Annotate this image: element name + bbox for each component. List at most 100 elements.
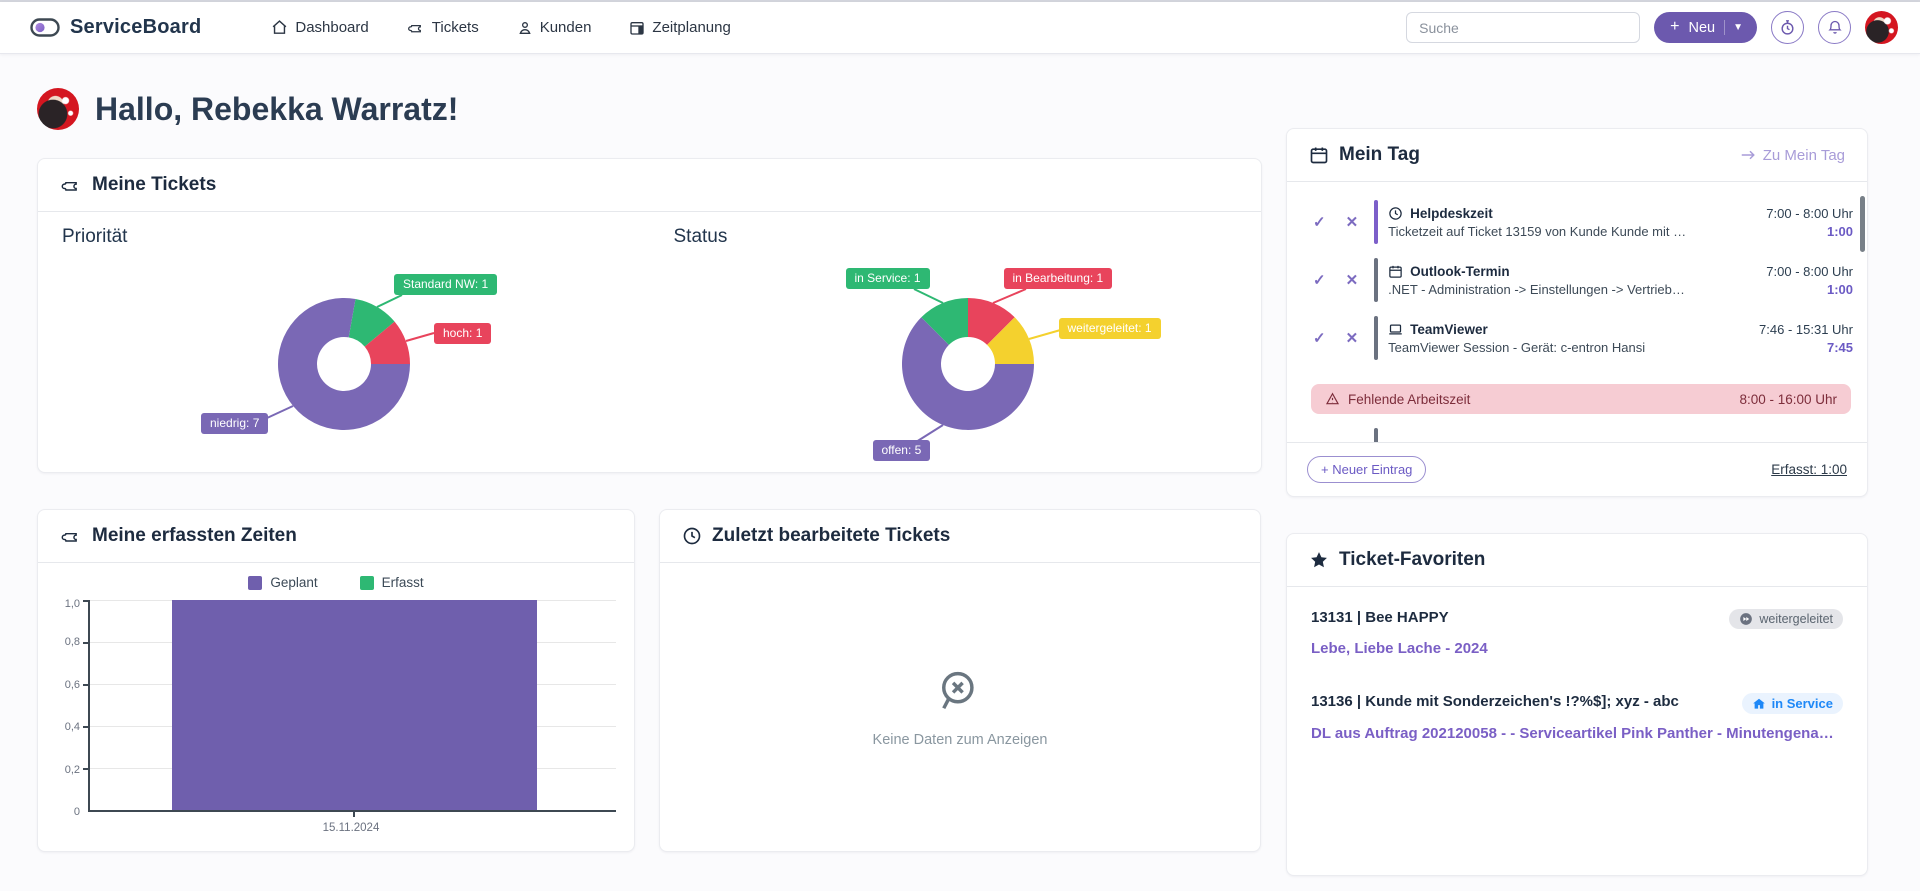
donut-label-hoch: hoch: 1 bbox=[434, 323, 492, 344]
complete-check-icon[interactable]: ✓ bbox=[1313, 441, 1326, 442]
notifications-button[interactable] bbox=[1818, 11, 1851, 44]
in-service-icon bbox=[1752, 698, 1765, 709]
item-color-bar bbox=[1374, 258, 1379, 302]
brand[interactable]: ServiceBoard bbox=[30, 16, 201, 39]
y-axis-labels: 1,0 0,8 0,6 0,4 0,2 0 bbox=[64, 598, 80, 818]
status-donut[interactable] bbox=[674, 248, 1234, 470]
new-entry-button[interactable]: + Neuer Eintrag bbox=[1307, 456, 1427, 483]
donut-label-niedrig: niedrig: 7 bbox=[201, 413, 269, 434]
meine-tickets-card: Meine Tickets Priorität bbox=[37, 158, 1262, 473]
favorite-ticket[interactable]: 13136 | Kunde mit Sonderzeichen's !?%$];… bbox=[1311, 693, 1843, 742]
left-column: Hallo, Rebekka Warratz! Meine Tickets Pr… bbox=[37, 84, 1262, 876]
arrow-right-icon bbox=[1741, 150, 1755, 160]
mein-tag-list: ✓ ✕ Helpdeskzeit 7:00 - 8:00 Uhr Ticketz… bbox=[1287, 182, 1867, 442]
legend-swatch-geplant bbox=[248, 575, 263, 590]
status-chart: Status in Service: 1 bbox=[650, 212, 1262, 470]
mein-tag-item-clipped[interactable]: ✓ ✕ TeamViewer bbox=[1305, 428, 1853, 442]
geplant-bar[interactable] bbox=[171, 600, 538, 810]
item-color-bar bbox=[1374, 428, 1379, 442]
legend-erfasst: Erfasst bbox=[359, 575, 424, 590]
complete-check-icon[interactable]: ✓ bbox=[1313, 330, 1326, 347]
dismiss-x-icon[interactable]: ✕ bbox=[1345, 330, 1359, 347]
warning-icon bbox=[1325, 392, 1340, 405]
right-column: Mein Tag Zu Mein Tag ✓ ✕ bbox=[1286, 84, 1868, 876]
prioritaet-chart: Priorität Standard NW: 1 hoch: 1 nied bbox=[38, 212, 650, 470]
bar-chart: 1,0 0,8 0,6 0,4 0,2 0 bbox=[38, 596, 634, 818]
header-actions: + Neu ▼ bbox=[1406, 11, 1898, 44]
empty-message: Keine Daten zum Anzeigen bbox=[872, 732, 1048, 748]
legend-geplant: Geplant bbox=[248, 575, 318, 590]
app-header: ServiceBoard Dashboard Tickets Kunden Ze… bbox=[0, 2, 1920, 54]
favorite-title[interactable]: 13136 | Kunde mit Sonderzeichen's !?%$];… bbox=[1311, 693, 1679, 710]
user-avatar[interactable] bbox=[1865, 11, 1898, 44]
zu-mein-tag-link[interactable]: Zu Mein Tag bbox=[1741, 147, 1845, 164]
calendar-icon bbox=[1389, 265, 1402, 278]
laptop-icon bbox=[1389, 324, 1402, 334]
erfasste-zeiten-card: Meine erfassten Zeiten Geplant Erfasst 1… bbox=[37, 509, 635, 852]
favorite-subtitle[interactable]: Lebe, Liebe Lache - 2024 bbox=[1311, 640, 1488, 657]
mein-tag-item[interactable]: ✓ ✕ Outlook-Termin 7:00 - 8:00 Uhr .NET … bbox=[1305, 258, 1853, 302]
main-nav: Dashboard Tickets Kunden Zeitplanung bbox=[271, 19, 731, 36]
complete-check-icon[interactable]: ✓ bbox=[1313, 214, 1326, 231]
donut-label-in-bearbeitung: in Bearbeitung: 1 bbox=[1003, 268, 1113, 289]
dismiss-x-icon[interactable]: ✕ bbox=[1345, 272, 1359, 289]
dismiss-x-icon[interactable]: ✕ bbox=[1346, 441, 1359, 442]
stopwatch-icon bbox=[1781, 20, 1794, 35]
ticket-favoriten-card: Ticket-Favoriten 13131 | Bee HAPPY weite… bbox=[1286, 533, 1868, 876]
card-title: Zuletzt bearbeitete Tickets bbox=[712, 525, 951, 546]
x-axis-label: 15.11.2024 bbox=[322, 822, 380, 834]
favorite-ticket[interactable]: 13131 | Bee HAPPY weitergeleitet Lebe, L… bbox=[1311, 609, 1843, 657]
dismiss-x-icon[interactable]: ✕ bbox=[1345, 214, 1359, 231]
missing-worktime-warning[interactable]: Fehlende Arbeitszeit 8:00 - 16:00 Uhr bbox=[1311, 384, 1851, 414]
mein-tag-card: Mein Tag Zu Mein Tag ✓ ✕ bbox=[1286, 128, 1868, 497]
nav-item-zeitplanung[interactable]: Zeitplanung bbox=[629, 19, 731, 36]
ticket-icon bbox=[61, 532, 77, 542]
donut-label-standard-nw: Standard NW: 1 bbox=[394, 274, 498, 295]
nav-item-kunden[interactable]: Kunden bbox=[517, 19, 591, 36]
schedule-icon bbox=[630, 21, 645, 35]
app-title: ServiceBoard bbox=[70, 16, 202, 38]
favorite-subtitle[interactable]: DL aus Auftrag 202120058 - - Servicearti… bbox=[1311, 725, 1841, 742]
ticket-icon bbox=[407, 24, 421, 32]
main-content: Hallo, Rebekka Warratz! Meine Tickets Pr… bbox=[0, 54, 1920, 876]
zuletzt-bearbeitete-card: Zuletzt bearbeitete Tickets Keine Daten … bbox=[659, 509, 1261, 852]
serviceboard-logo-icon bbox=[30, 18, 60, 37]
greeting-block: Hallo, Rebekka Warratz! bbox=[37, 88, 1262, 130]
prioritaet-donut[interactable] bbox=[62, 248, 622, 470]
home-icon bbox=[273, 20, 287, 34]
recorded-total-link[interactable]: Erfasst: 1:00 bbox=[1771, 462, 1847, 477]
nav-item-tickets[interactable]: Tickets bbox=[407, 19, 479, 36]
search-input[interactable] bbox=[1406, 12, 1641, 43]
list-scrollbar-thumb[interactable] bbox=[1860, 196, 1865, 252]
mein-tag-item[interactable]: ✓ ✕ TeamViewer 7:46 - 15:31 Uhr TeamView… bbox=[1305, 316, 1853, 360]
no-results-icon bbox=[942, 671, 974, 710]
donut-label-offen: offen: 5 bbox=[872, 440, 931, 461]
nav-item-dashboard[interactable]: Dashboard bbox=[271, 19, 369, 36]
person-icon bbox=[519, 21, 531, 34]
complete-check-icon[interactable]: ✓ bbox=[1313, 272, 1326, 289]
plus-icon: + bbox=[1670, 18, 1680, 35]
chart-heading: Status bbox=[673, 226, 728, 247]
card-title: Meine erfassten Zeiten bbox=[92, 525, 297, 546]
favorite-title[interactable]: 13131 | Bee HAPPY bbox=[1311, 609, 1449, 626]
greeting-avatar bbox=[37, 88, 79, 130]
star-icon bbox=[1311, 552, 1327, 568]
clock-icon bbox=[1389, 206, 1402, 220]
mein-tag-item[interactable]: ✓ ✕ Helpdeskzeit 7:00 - 8:00 Uhr Ticketz… bbox=[1305, 200, 1853, 244]
forwarded-icon bbox=[1740, 613, 1753, 625]
timer-button[interactable] bbox=[1771, 11, 1804, 44]
bell-icon bbox=[1827, 20, 1842, 34]
chevron-down-icon[interactable]: ▼ bbox=[1724, 20, 1747, 35]
bar-chart-legend: Geplant Erfasst bbox=[38, 575, 634, 590]
item-color-bar bbox=[1374, 200, 1379, 244]
calendar-icon bbox=[1310, 147, 1328, 164]
chart-heading: Priorität bbox=[62, 226, 128, 247]
new-button[interactable]: + Neu ▼ bbox=[1654, 12, 1757, 43]
item-color-bar bbox=[1374, 316, 1379, 360]
ticket-icon bbox=[61, 181, 77, 191]
donut-label-in-service: in Service: 1 bbox=[845, 268, 930, 289]
donut-label-weitergeleitet: weitergeleitet: 1 bbox=[1058, 318, 1161, 339]
clock-icon bbox=[683, 527, 701, 545]
card-title: Meine Tickets bbox=[92, 174, 217, 195]
window-top-strip bbox=[0, 0, 1920, 2]
